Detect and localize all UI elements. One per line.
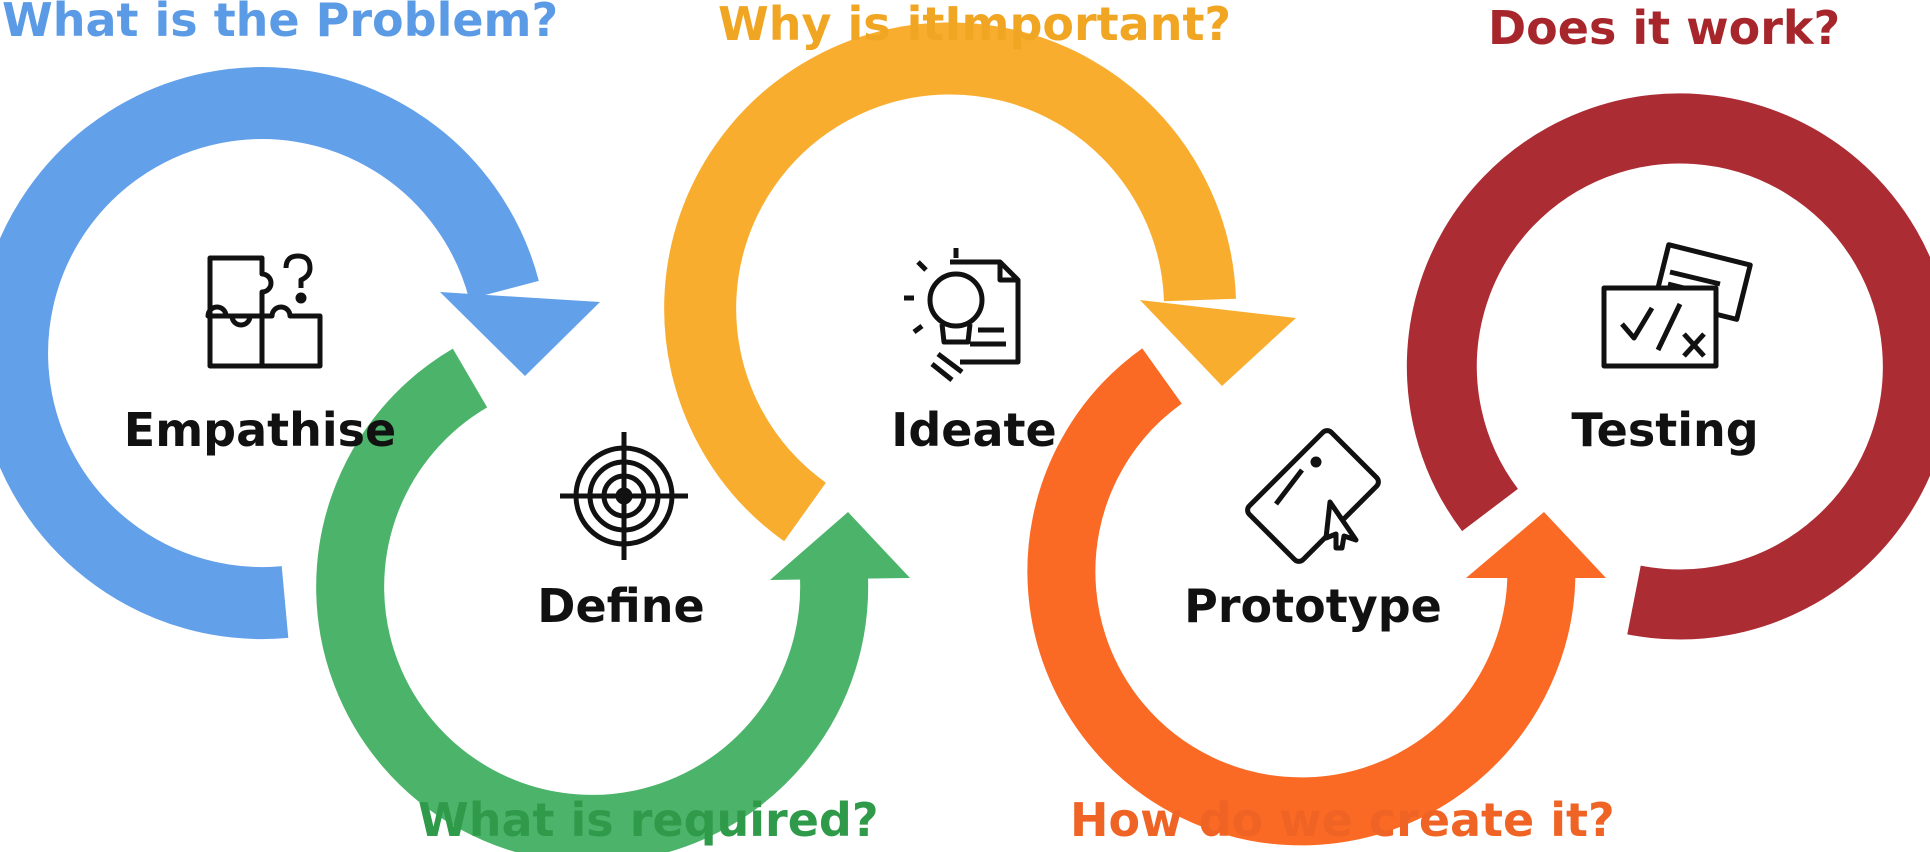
prototype-arc [1027,348,1576,846]
stage-testing [1406,93,1930,640]
define-arc [316,348,869,852]
stage-label-testing: Testing [1571,403,1758,457]
tablet-cursor-icon [1245,428,1381,564]
stage-label-prototype: Prototype [1184,579,1442,633]
question-works: Does it work? [1488,1,1840,55]
empathise-arc [0,67,539,640]
define-arrowhead [770,512,910,580]
stage-label-define: Define [537,579,704,633]
question-required: What is required? [418,793,879,847]
stage-define [316,348,910,852]
puzzle-question-icon [205,253,323,369]
stage-ideate [664,22,1296,542]
stage-empathise [0,67,600,640]
target-icon [560,432,688,560]
stage-label-empathise: Empathise [124,403,396,457]
question-important: Why is itImportant? [718,0,1231,51]
empathise-arrowhead [440,292,600,376]
checklist-icon [1601,242,1753,369]
stage-prototype [1027,348,1606,846]
question-create: How do we create it? [1070,793,1615,847]
ideate-arrowhead [1140,300,1296,386]
lightbulb-document-icon [904,248,1021,382]
ideate-arc [664,22,1236,542]
question-problem: What is the Problem? [2,0,558,47]
testing-arc [1406,93,1930,640]
prototype-arrowhead [1466,512,1606,578]
stage-label-ideate: Ideate [891,403,1056,457]
